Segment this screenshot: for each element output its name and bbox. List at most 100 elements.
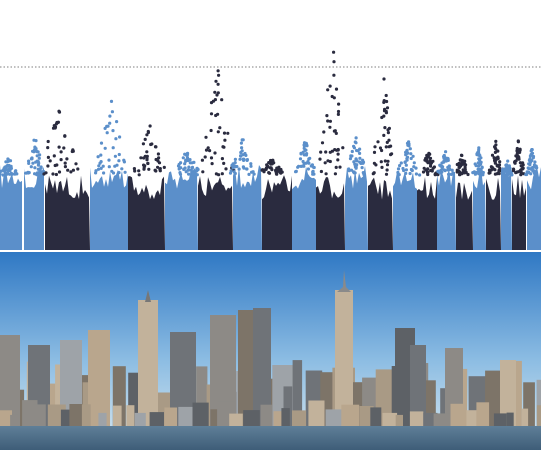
dot: [528, 157, 532, 161]
dot: [402, 168, 406, 173]
dot: [385, 106, 390, 110]
band: [128, 176, 165, 250]
low-building: [409, 411, 424, 428]
dot: [186, 151, 190, 155]
dot: [268, 166, 272, 170]
manhattan-plot: [0, 50, 541, 250]
dot: [519, 173, 523, 177]
dot: [358, 151, 362, 155]
dot: [149, 142, 153, 147]
band: [345, 165, 368, 250]
dot: [224, 167, 228, 171]
building: [196, 366, 208, 428]
band: [512, 175, 526, 250]
dot: [42, 172, 46, 176]
dot: [399, 161, 403, 165]
dot: [336, 109, 341, 114]
dot: [425, 154, 429, 158]
dot: [521, 161, 525, 165]
low-building: [113, 405, 122, 428]
dot: [322, 130, 326, 134]
dot: [385, 163, 390, 167]
dot: [233, 157, 237, 161]
low-building: [370, 407, 382, 428]
dot: [493, 161, 497, 165]
dot: [53, 125, 58, 129]
dot: [336, 158, 340, 162]
dot: [178, 172, 183, 176]
dot: [307, 157, 311, 161]
building: [283, 386, 293, 428]
dot: [5, 172, 9, 176]
dot: [414, 172, 418, 176]
low-building: [10, 414, 19, 428]
dot: [354, 141, 358, 145]
dot: [428, 159, 432, 163]
dot: [461, 162, 465, 166]
dot: [262, 168, 266, 172]
dot: [52, 154, 56, 158]
dot: [473, 170, 477, 174]
dot: [426, 172, 430, 177]
dot: [409, 167, 413, 172]
dot: [426, 170, 430, 174]
dot: [31, 161, 35, 165]
dot: [328, 125, 332, 129]
dot: [233, 165, 237, 169]
dot: [334, 131, 338, 135]
dot: [48, 159, 52, 163]
dot: [496, 149, 500, 153]
dot: [349, 168, 354, 172]
dot: [451, 171, 455, 175]
dot: [389, 144, 393, 148]
dot: [195, 173, 199, 177]
dot: [337, 102, 341, 106]
dot: [240, 146, 244, 150]
dot: [354, 166, 358, 170]
dot: [237, 167, 241, 171]
dot: [158, 169, 162, 173]
dot: [496, 156, 500, 161]
dot: [156, 152, 160, 156]
dot: [103, 146, 107, 150]
dot: [145, 150, 149, 154]
dot: [208, 149, 212, 153]
dot: [526, 170, 531, 174]
dot: [493, 168, 497, 172]
dot: [105, 131, 109, 135]
dot: [214, 113, 218, 118]
dot: [477, 157, 481, 161]
low-building: [325, 409, 343, 428]
dot: [220, 157, 224, 161]
dot: [328, 84, 332, 88]
band: [45, 175, 90, 250]
dot: [66, 168, 70, 172]
dot: [122, 160, 126, 164]
dot: [142, 167, 146, 171]
dot: [350, 149, 354, 154]
dot: [245, 158, 249, 162]
dot: [99, 141, 104, 145]
dot: [46, 139, 50, 144]
low-building: [192, 402, 209, 428]
dot: [319, 169, 323, 174]
dot: [117, 171, 121, 175]
dot: [101, 164, 105, 168]
building: [292, 360, 303, 428]
dot: [480, 166, 484, 170]
dot: [37, 156, 41, 160]
dot: [96, 155, 100, 159]
dot: [35, 173, 40, 177]
low-building: [32, 404, 46, 428]
dot: [444, 159, 448, 163]
dot: [7, 168, 11, 172]
low-building: [395, 414, 403, 428]
dot: [107, 165, 111, 169]
dot: [529, 160, 533, 164]
dot: [525, 172, 529, 177]
dot: [276, 166, 281, 170]
dot: [511, 167, 516, 171]
tower: [0, 335, 20, 428]
band: [456, 182, 473, 250]
dot: [6, 163, 10, 168]
